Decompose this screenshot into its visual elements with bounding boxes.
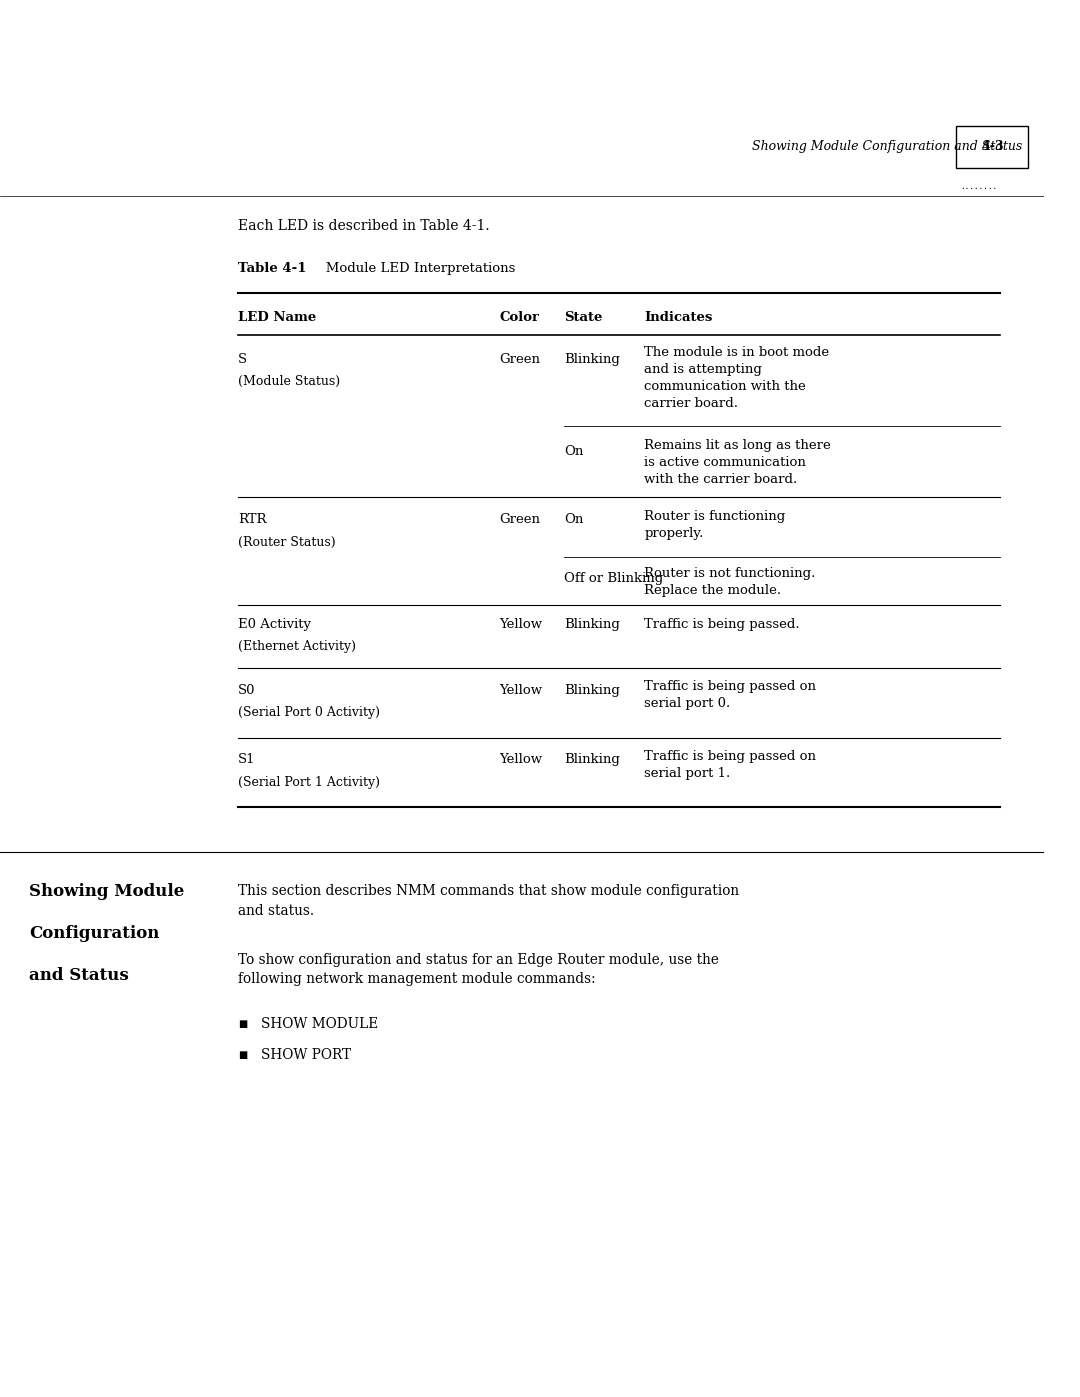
Text: This section describes NMM commands that show module configuration
and status.: This section describes NMM commands that…	[238, 884, 739, 918]
Text: Green: Green	[499, 513, 540, 527]
Text: Each LED is described in Table 4-1.: Each LED is described in Table 4-1.	[238, 219, 489, 233]
Text: Router is functioning
properly.: Router is functioning properly.	[644, 510, 785, 539]
Text: Green: Green	[499, 352, 540, 366]
Text: Yellow: Yellow	[499, 753, 542, 767]
Text: 4-3: 4-3	[982, 140, 1004, 154]
Text: Blinking: Blinking	[564, 683, 620, 697]
Text: State: State	[564, 310, 603, 324]
Text: Showing Module: Showing Module	[29, 883, 185, 900]
Text: SHOW PORT: SHOW PORT	[261, 1048, 351, 1062]
Text: Router is not functioning.
Replace the module.: Router is not functioning. Replace the m…	[644, 567, 815, 597]
Text: S0: S0	[238, 683, 256, 697]
Text: Blinking: Blinking	[564, 753, 620, 767]
Text: (Router Status): (Router Status)	[238, 535, 336, 549]
Text: On: On	[564, 513, 583, 527]
Text: ■: ■	[238, 1049, 247, 1060]
Text: Blinking: Blinking	[564, 352, 620, 366]
Text: Remains lit as long as there
is active communication
with the carrier board.: Remains lit as long as there is active c…	[644, 439, 831, 486]
Text: Yellow: Yellow	[499, 617, 542, 631]
Text: (Module Status): (Module Status)	[238, 374, 340, 388]
Text: (Serial Port 1 Activity): (Serial Port 1 Activity)	[238, 775, 380, 789]
Text: On: On	[564, 444, 583, 458]
Text: (Serial Port 0 Activity): (Serial Port 0 Activity)	[238, 705, 380, 719]
Text: RTR: RTR	[238, 513, 267, 527]
Text: ■: ■	[238, 1018, 247, 1030]
Text: S: S	[238, 352, 247, 366]
Text: SHOW MODULE: SHOW MODULE	[261, 1017, 378, 1031]
Text: Module LED Interpretations: Module LED Interpretations	[313, 261, 515, 275]
Text: Off or Blinking: Off or Blinking	[564, 571, 663, 585]
Text: Showing Module Configuration and Status: Showing Module Configuration and Status	[752, 140, 1022, 154]
Text: and Status: and Status	[29, 967, 129, 983]
Text: LED Name: LED Name	[238, 310, 316, 324]
Text: S1: S1	[238, 753, 256, 767]
Text: Yellow: Yellow	[499, 683, 542, 697]
Text: Blinking: Blinking	[564, 617, 620, 631]
Text: Traffic is being passed on
serial port 0.: Traffic is being passed on serial port 0…	[644, 680, 816, 710]
Text: E0 Activity: E0 Activity	[238, 617, 311, 631]
Text: Table 4-1: Table 4-1	[238, 261, 307, 275]
Text: Traffic is being passed on
serial port 1.: Traffic is being passed on serial port 1…	[644, 750, 816, 780]
Text: To show configuration and status for an Edge Router module, use the
following ne: To show configuration and status for an …	[238, 953, 719, 986]
Text: The module is in boot mode
and is attempting
communication with the
carrier boar: The module is in boot mode and is attemp…	[644, 346, 829, 411]
FancyBboxPatch shape	[957, 126, 1028, 168]
Text: Configuration: Configuration	[29, 925, 160, 942]
Text: Traffic is being passed.: Traffic is being passed.	[644, 617, 800, 631]
Text: ........: ........	[960, 182, 998, 190]
Text: Color: Color	[499, 310, 539, 324]
Text: (Ethernet Activity): (Ethernet Activity)	[238, 640, 356, 654]
Text: Indicates: Indicates	[644, 310, 713, 324]
